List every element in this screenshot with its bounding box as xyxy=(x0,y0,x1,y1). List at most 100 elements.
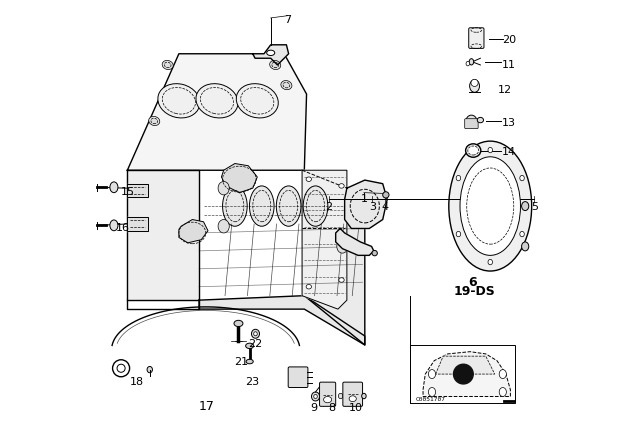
Circle shape xyxy=(454,364,473,384)
Polygon shape xyxy=(127,170,199,300)
Polygon shape xyxy=(253,45,289,65)
Text: 19-DS: 19-DS xyxy=(454,284,495,298)
Text: 21: 21 xyxy=(234,357,248,367)
Ellipse shape xyxy=(349,396,356,401)
Text: C0051707: C0051707 xyxy=(416,397,446,402)
Polygon shape xyxy=(336,228,374,255)
Ellipse shape xyxy=(339,278,344,282)
Text: 7: 7 xyxy=(284,15,291,25)
Ellipse shape xyxy=(246,359,253,364)
Ellipse shape xyxy=(269,60,281,69)
Ellipse shape xyxy=(469,59,474,65)
Text: 20: 20 xyxy=(502,35,516,45)
Ellipse shape xyxy=(471,79,478,86)
Ellipse shape xyxy=(312,392,319,401)
Text: 10: 10 xyxy=(349,403,363,413)
Text: 22: 22 xyxy=(248,339,262,349)
Ellipse shape xyxy=(522,202,529,211)
Ellipse shape xyxy=(303,186,328,226)
Ellipse shape xyxy=(253,332,257,336)
FancyBboxPatch shape xyxy=(465,119,478,129)
FancyBboxPatch shape xyxy=(319,382,336,406)
Ellipse shape xyxy=(147,366,152,373)
Ellipse shape xyxy=(460,157,520,255)
Polygon shape xyxy=(302,170,347,309)
Ellipse shape xyxy=(281,81,292,90)
Polygon shape xyxy=(127,217,148,231)
Ellipse shape xyxy=(306,284,312,289)
Ellipse shape xyxy=(250,186,274,226)
Ellipse shape xyxy=(499,370,506,379)
Text: 8: 8 xyxy=(328,403,335,413)
Text: 16: 16 xyxy=(116,224,130,233)
Ellipse shape xyxy=(339,393,343,399)
Ellipse shape xyxy=(314,395,317,399)
Text: 14: 14 xyxy=(502,147,516,157)
Ellipse shape xyxy=(383,192,389,198)
Ellipse shape xyxy=(148,116,160,125)
Ellipse shape xyxy=(362,393,366,399)
Text: 2: 2 xyxy=(325,202,333,212)
Ellipse shape xyxy=(468,146,479,155)
Ellipse shape xyxy=(466,115,477,127)
Polygon shape xyxy=(436,356,495,374)
Ellipse shape xyxy=(162,60,173,69)
FancyBboxPatch shape xyxy=(468,28,484,48)
Ellipse shape xyxy=(234,320,243,327)
Polygon shape xyxy=(345,180,387,228)
Ellipse shape xyxy=(372,250,378,256)
Text: 18: 18 xyxy=(130,377,144,387)
Polygon shape xyxy=(423,352,511,396)
Ellipse shape xyxy=(470,80,479,92)
Text: 5: 5 xyxy=(532,202,538,212)
Ellipse shape xyxy=(520,232,524,237)
Ellipse shape xyxy=(499,388,506,396)
Ellipse shape xyxy=(196,84,238,118)
Ellipse shape xyxy=(110,182,118,193)
Text: 15: 15 xyxy=(121,187,135,197)
Ellipse shape xyxy=(337,240,348,253)
Polygon shape xyxy=(221,164,257,193)
Ellipse shape xyxy=(449,141,532,271)
Ellipse shape xyxy=(522,242,529,251)
FancyBboxPatch shape xyxy=(288,367,308,388)
Text: 3: 3 xyxy=(369,202,376,212)
Ellipse shape xyxy=(236,84,278,118)
Text: 17: 17 xyxy=(199,400,215,414)
Ellipse shape xyxy=(477,117,484,123)
Ellipse shape xyxy=(466,144,481,157)
Ellipse shape xyxy=(218,181,229,195)
Text: 13: 13 xyxy=(502,118,516,128)
Ellipse shape xyxy=(428,370,436,379)
Ellipse shape xyxy=(339,184,344,188)
Ellipse shape xyxy=(520,176,524,181)
Ellipse shape xyxy=(428,388,436,396)
Text: 23: 23 xyxy=(245,377,259,387)
Ellipse shape xyxy=(113,360,130,377)
Polygon shape xyxy=(199,296,365,345)
Ellipse shape xyxy=(252,329,260,338)
Text: 6: 6 xyxy=(468,276,477,289)
Polygon shape xyxy=(305,170,365,345)
Ellipse shape xyxy=(456,231,461,237)
Polygon shape xyxy=(127,54,307,170)
Ellipse shape xyxy=(218,220,229,233)
Text: 4: 4 xyxy=(381,202,388,212)
Ellipse shape xyxy=(110,220,118,231)
Text: 12: 12 xyxy=(497,85,511,95)
Ellipse shape xyxy=(246,343,253,349)
FancyBboxPatch shape xyxy=(343,382,363,406)
Ellipse shape xyxy=(488,147,493,153)
Ellipse shape xyxy=(276,186,301,226)
Ellipse shape xyxy=(324,396,332,403)
Ellipse shape xyxy=(158,84,200,118)
Text: 1: 1 xyxy=(360,194,367,204)
Ellipse shape xyxy=(456,176,461,181)
Ellipse shape xyxy=(466,61,470,66)
Bar xyxy=(410,345,515,403)
Ellipse shape xyxy=(117,364,125,372)
Ellipse shape xyxy=(488,259,493,265)
Polygon shape xyxy=(127,184,148,197)
Polygon shape xyxy=(179,220,208,243)
Ellipse shape xyxy=(267,50,275,56)
